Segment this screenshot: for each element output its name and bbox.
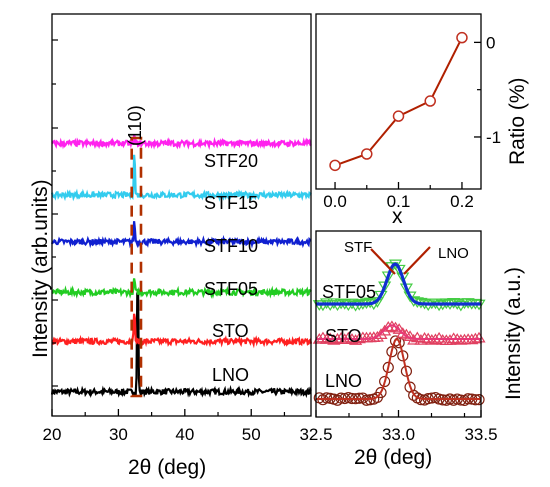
peak-marker bbox=[379, 375, 391, 388]
peaks-ylabel: Intensity (a.u.) bbox=[502, 267, 525, 400]
peak-fit-lno bbox=[316, 337, 481, 400]
peak-marker bbox=[360, 394, 373, 406]
main-panel: 20 30 40 50 (110) LNO STO STF05 STF10 STF15 STF2… bbox=[29, 13, 313, 479]
peak-marker bbox=[320, 392, 333, 404]
peak-marker bbox=[472, 331, 486, 343]
series-label-sto: STO bbox=[212, 321, 249, 341]
peak-marker bbox=[341, 331, 355, 343]
peaks-label-lno: LNO bbox=[325, 371, 362, 391]
series-label-stf15: STF15 bbox=[204, 193, 258, 213]
series-stf10 bbox=[50, 221, 312, 249]
ratio-xlabel: x bbox=[392, 205, 403, 228]
main-xtick-label: 20 bbox=[43, 425, 62, 444]
peak-marker bbox=[316, 331, 330, 343]
peak-marker bbox=[455, 394, 467, 406]
stf-arrow bbox=[370, 248, 396, 275]
peaks-label-sto: STO bbox=[325, 326, 362, 346]
main-series-labels: LNO STO STF05 STF10 STF15 STF20 bbox=[204, 151, 258, 385]
peaks-xtick-label: 33.5 bbox=[464, 425, 497, 444]
main-xtick-label: 30 bbox=[109, 425, 128, 444]
series-stf05 bbox=[51, 278, 312, 300]
main-xtick-label: 50 bbox=[242, 425, 261, 444]
ratio-point bbox=[361, 148, 373, 160]
ratio-ytick-label: 0 bbox=[486, 33, 495, 52]
peaks-xlabel: 2θ (deg) bbox=[354, 446, 432, 469]
main-curves bbox=[50, 134, 313, 399]
peaks-xtick-label: 33.0 bbox=[382, 425, 415, 444]
ratio-ylabel: Ratio (%) bbox=[506, 77, 529, 165]
peak-fit-stf05 bbox=[316, 262, 481, 306]
series-stf15 bbox=[50, 154, 312, 202]
peak-marker bbox=[349, 300, 363, 312]
main-ticks: 20 30 40 50 bbox=[43, 39, 286, 444]
series-stf20 bbox=[51, 134, 312, 150]
ratio-panel: 0.0 0.1 0.2 -1 0 x Ratio (%) bbox=[315, 13, 529, 228]
main-xlabel: 2θ (deg) bbox=[128, 456, 206, 479]
lno-arrow bbox=[403, 246, 431, 275]
series-label-stf05: STF05 bbox=[204, 279, 258, 299]
peaks-ticks: 32.5 33.0 33.5 bbox=[299, 410, 498, 444]
peaks-label-lno-arrow: LNO bbox=[438, 245, 469, 262]
ratio-ytick-label: -1 bbox=[486, 128, 501, 147]
ratio-xtick-label: 0.2 bbox=[450, 192, 474, 211]
ratio-xtick-label: 0.0 bbox=[323, 192, 347, 211]
series-lno bbox=[50, 290, 312, 399]
peaks-data bbox=[312, 259, 486, 407]
peak-marker bbox=[381, 321, 395, 332]
peak-marker bbox=[375, 386, 387, 399]
ratio-point bbox=[456, 31, 468, 44]
series-label-stf20: STF20 bbox=[204, 151, 258, 171]
peaks-xtick-label: 32.5 bbox=[299, 425, 332, 444]
ratio-point bbox=[329, 159, 341, 172]
peaks-labels: LNO STO STF05 STF LNO bbox=[322, 239, 469, 391]
main-xtick-label: 40 bbox=[175, 425, 194, 444]
peak-marker bbox=[396, 272, 410, 284]
ratio-xtick-label: 0.1 bbox=[387, 192, 411, 211]
peaks-label-stf: STF bbox=[344, 239, 372, 256]
series-sto bbox=[51, 313, 313, 349]
ratio-data bbox=[329, 31, 468, 172]
ratio-ticks: 0.0 0.1 0.2 -1 0 bbox=[323, 33, 501, 211]
peak-marker bbox=[331, 394, 344, 406]
main-ylabel: Intensity (arb.units) bbox=[29, 179, 52, 358]
peaks-label-stf05: STF05 bbox=[322, 282, 376, 302]
peak-marker bbox=[432, 300, 446, 312]
ratio-point bbox=[424, 95, 436, 107]
ratio-point bbox=[392, 110, 405, 122]
peak-box bbox=[130, 136, 143, 398]
peak-fit-sto bbox=[316, 324, 481, 340]
ratio-line bbox=[334, 37, 463, 167]
peak-marker bbox=[374, 328, 388, 339]
series-label-stf10: STF10 bbox=[204, 236, 258, 256]
peak-marker bbox=[396, 327, 410, 338]
peak-marker bbox=[418, 332, 432, 343]
peak-annotation: (110) bbox=[125, 105, 145, 146]
main-frame bbox=[51, 13, 312, 417]
series-label-lno: LNO bbox=[212, 365, 249, 385]
peak-marker bbox=[388, 321, 403, 333]
peak-marker bbox=[447, 332, 461, 344]
peak-marker bbox=[334, 332, 348, 343]
